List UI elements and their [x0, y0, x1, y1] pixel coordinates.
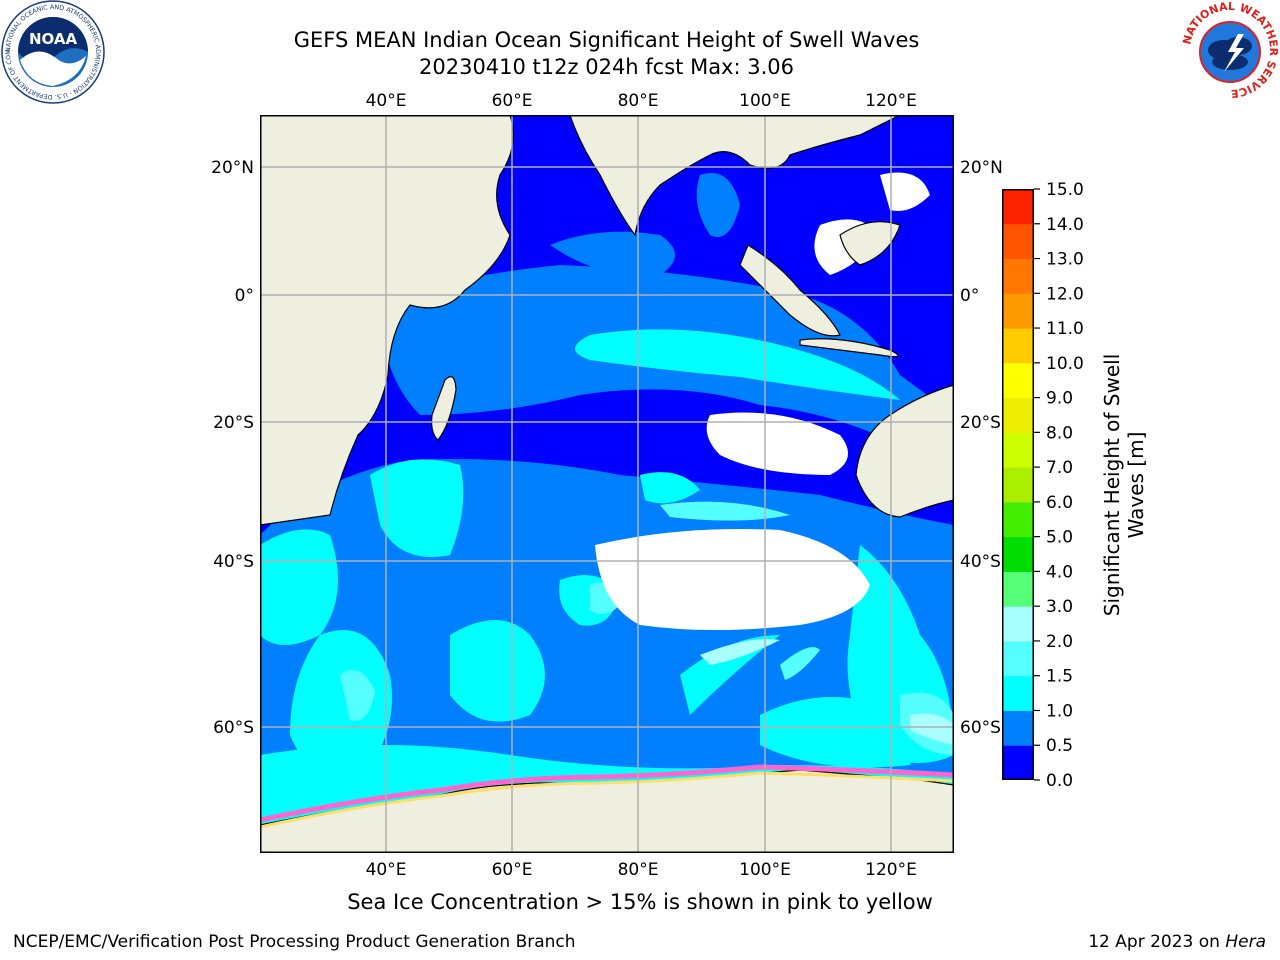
swell-2.0-3.0 [700, 639, 954, 745]
lat-label-right-20n: 20°N [960, 158, 1003, 178]
australia-land [855, 384, 954, 518]
colorbar-swatch [1002, 362, 1034, 399]
noaa-logo: NATIONAL OCEANIC AND ATMOSPHERIC ADMINIS… [0, 0, 105, 104]
map-svg [260, 115, 954, 853]
map-border [260, 115, 954, 853]
colorbar-tick-label: 1.0 [1046, 701, 1073, 721]
lon-label-top-80: 80°E [618, 91, 659, 111]
colorbar-tick-label: 7.0 [1046, 458, 1073, 478]
colorbar-tick-label: 4.0 [1046, 562, 1073, 582]
chart-title: GEFS MEAN Indian Ocean Significant Heigh… [293, 28, 920, 52]
swell-1.5-2.0 [340, 501, 954, 755]
colorbar [1002, 189, 1034, 781]
date-value: 12 Apr 2023 on [1088, 932, 1220, 952]
lon-label-bottom-60: 60°E [492, 860, 533, 880]
lat-label-right-60s: 60°S [960, 718, 1001, 738]
colorbar-swatch [1002, 675, 1034, 711]
date-text: 12 Apr 2023 on Hera [1088, 932, 1266, 952]
colorbar-swatch [1002, 640, 1034, 677]
lat-label-left-20s: 20°S [213, 413, 254, 433]
sea-ice [260, 764, 954, 829]
colorbar-swatch [1002, 501, 1034, 538]
lat-label-right-0: 0° [960, 286, 979, 306]
colorbar-tick-label: 6.0 [1046, 493, 1073, 513]
colorbar-tick-label: 5.0 [1046, 528, 1073, 548]
lat-label-left-60s: 60°S [213, 718, 254, 738]
colorbar-swatch [1002, 293, 1034, 329]
colorbar-label: Significant Height of SwellWaves [m] [1100, 354, 1148, 616]
lat-label-left-0: 0° [235, 286, 254, 306]
lon-label-top-60: 60°E [492, 91, 533, 111]
colorbar-swatch [1002, 189, 1034, 225]
colorbar-border [1002, 189, 1034, 780]
lon-label-bottom-100: 100°E [739, 860, 791, 880]
colorbar-ticks: 0.0 0.5 1.0 1.5 2.0 3.0 4.0 5.0 6.0 7.0 8.0 9.0 10.0… [1034, 180, 1084, 791]
chart-subtitle: 20230410 t12z 024h fcst Max: 3.06 [419, 55, 794, 79]
noaa-wordmark: NOAA [29, 30, 78, 48]
host-name: Hera [1225, 932, 1266, 952]
missing-data [595, 172, 930, 630]
colorbar-tick-label: 11.0 [1046, 319, 1084, 339]
lon-label-top-120: 120°E [865, 91, 917, 111]
colorbar-swatch [1002, 571, 1034, 607]
colorbar-swatch [1002, 397, 1034, 433]
lat-label-left-20n: 20°N [211, 158, 254, 178]
nws-logo: NATIONAL WEATHER SERVICE [1180, 0, 1280, 100]
colorbar-tick-label: 13.0 [1046, 250, 1084, 270]
lon-label-bottom-40: 40°E [366, 860, 407, 880]
colorbar-swatch [1002, 606, 1034, 642]
lat-label-right-40s: 40°S [960, 552, 1001, 572]
colorbar-swatches [1002, 189, 1034, 781]
lon-label-top-100: 100°E [739, 91, 791, 111]
colorbar-tick-label: 1.5 [1046, 667, 1073, 687]
credit-text: NCEP/EMC/Verification Post Processing Pr… [13, 932, 576, 952]
colorbar-tick-label: 14.0 [1046, 215, 1084, 235]
colorbar-tick-label: 2.0 [1046, 632, 1073, 652]
graticule [260, 115, 954, 853]
lon-label-top-40: 40°E [366, 91, 407, 111]
java-land [799, 338, 899, 358]
lat-label-right-20s: 20°S [960, 413, 1001, 433]
sea-ice-note: Sea Ice Concentration > 15% is shown in … [347, 890, 933, 914]
colorbar-tick-label: 10.0 [1046, 354, 1084, 374]
colorbar-swatch [1002, 432, 1034, 468]
lat-label-left-40s: 40°S [213, 552, 254, 572]
lon-label-bottom-120: 120°E [865, 860, 917, 880]
colorbar-swatch [1002, 258, 1034, 294]
colorbar-tick-label: 9.0 [1046, 389, 1073, 409]
map-panel [260, 115, 954, 853]
colorbar-swatch [1002, 745, 1034, 781]
colorbar-swatch [1002, 467, 1034, 503]
borneo-land [839, 221, 901, 266]
madagascar-land [431, 376, 457, 441]
colorbar-tick-label: 8.0 [1046, 423, 1073, 443]
colorbar-label-wrap: Significant Height of SwellWaves [m] [1100, 354, 1148, 616]
lon-label-bottom-80: 80°E [618, 860, 659, 880]
colorbar-tick-label: 15.0 [1046, 180, 1084, 200]
colorbar-swatch [1002, 710, 1034, 746]
colorbar-tick-label: 0.5 [1046, 736, 1073, 756]
colorbar-swatch [1002, 328, 1034, 364]
colorbar-tick-label: 3.0 [1046, 597, 1073, 617]
colorbar-swatch [1002, 223, 1034, 260]
colorbar-swatch [1002, 536, 1034, 572]
colorbar-tick-label: 0.0 [1046, 771, 1073, 791]
colorbar-tick-label: 12.0 [1046, 284, 1084, 304]
